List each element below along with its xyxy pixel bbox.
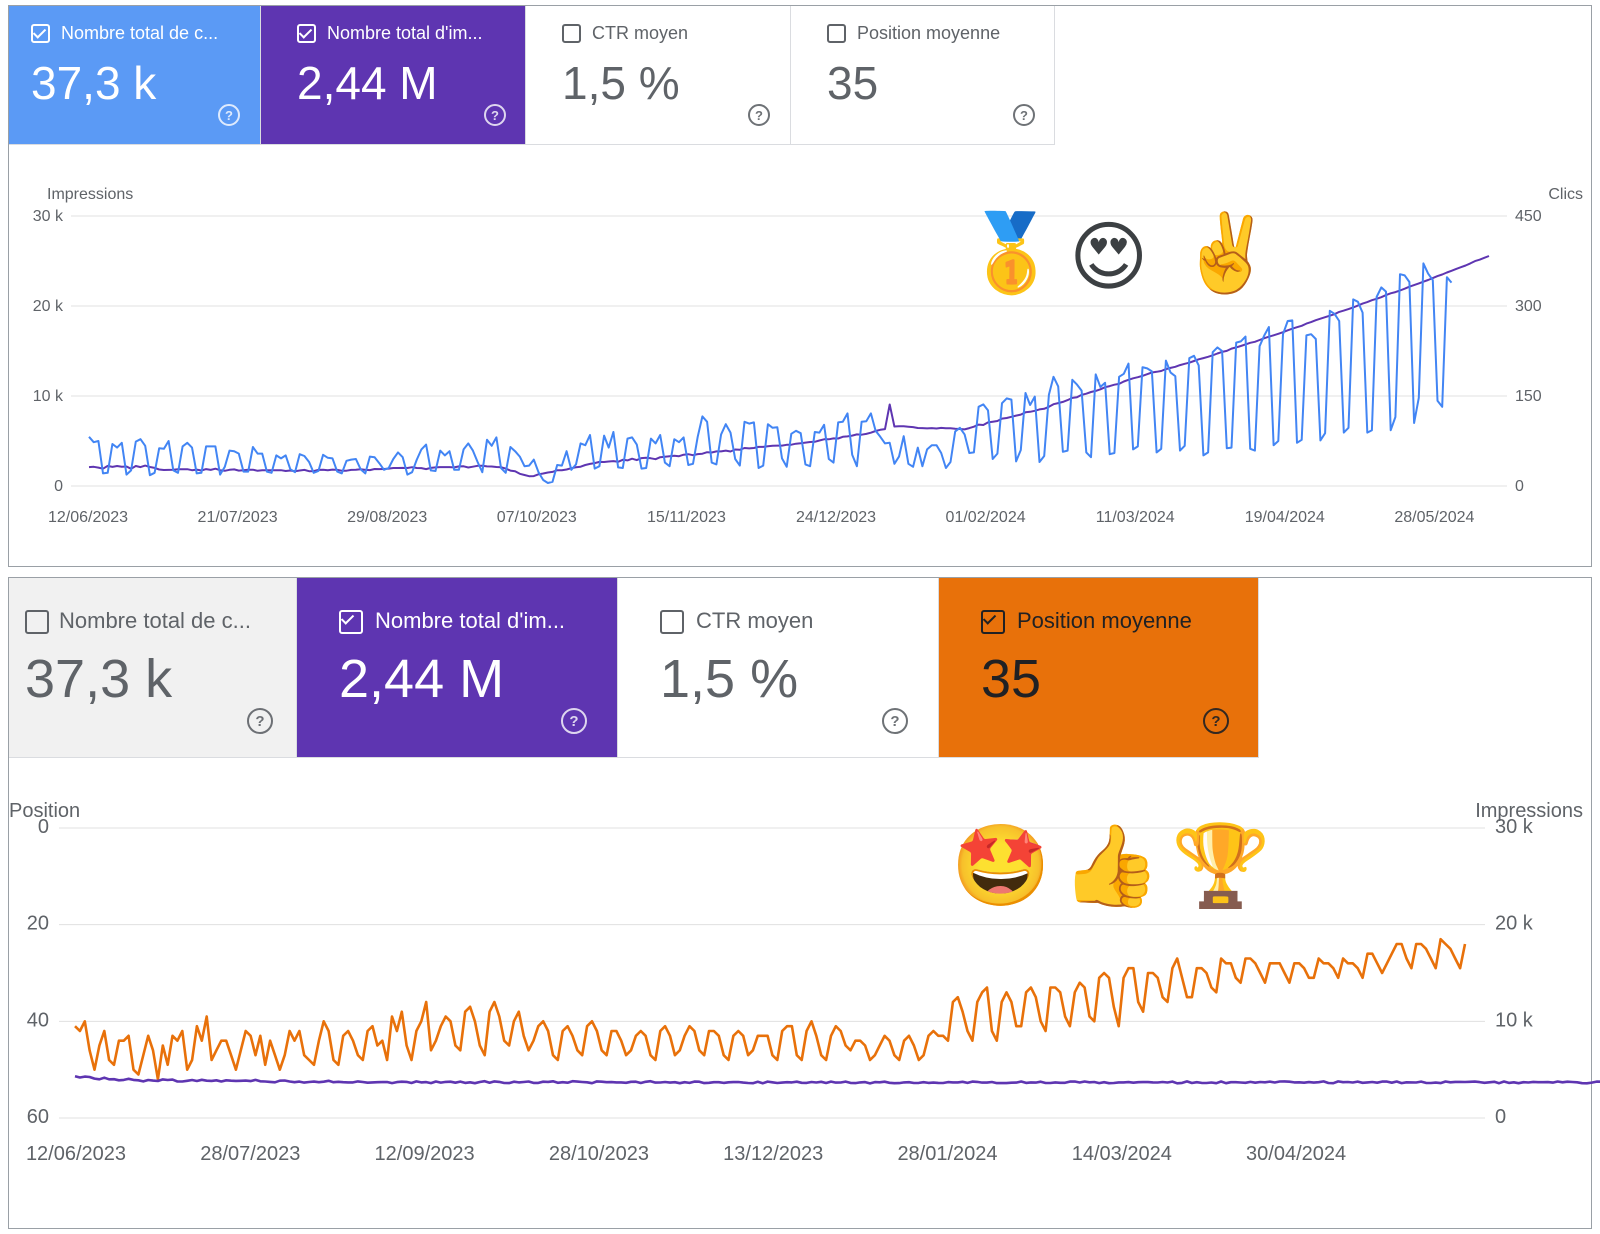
right-axis-title: Impressions <box>1475 800 1583 822</box>
bottom-metric-cards: Nombre total de c... 37,3 k ? Nombre tot… <box>9 578 1259 758</box>
x-tick-label: 15/11/2023 <box>647 509 726 526</box>
card-value: 2,44 M <box>297 57 438 109</box>
thumbs-up-emoji: 👍 <box>1061 821 1161 910</box>
trophy-emoji: 🏆 <box>1171 821 1271 910</box>
right-axis-title: Clics <box>1548 186 1583 203</box>
series-line-position-moyenne <box>74 937 1467 1081</box>
card-label: CTR moyen <box>592 23 689 43</box>
right-tick-label: 10 k <box>1495 1009 1534 1031</box>
checkbox-icon[interactable] <box>660 610 684 634</box>
card-label: Nombre total d'im... <box>327 23 483 43</box>
left-tick-label: 20 k <box>33 298 64 315</box>
card-average-position[interactable]: Position moyenne 35 ? <box>791 6 1055 145</box>
help-circle-icon[interactable]: ? <box>484 104 506 126</box>
x-tick-label: 13/12/2023 <box>723 1143 823 1165</box>
x-tick-label: 28/10/2023 <box>549 1143 649 1165</box>
checkbox-icon[interactable] <box>25 610 49 634</box>
x-tick-label: 07/10/2023 <box>497 509 577 526</box>
card-value: 1,5 % <box>660 649 799 709</box>
left-tick-label: 0 <box>38 816 49 838</box>
series-line-nombre-total-d-impressions <box>74 1074 1600 1085</box>
x-tick-label: 24/12/2023 <box>796 509 876 526</box>
checkbox-icon[interactable] <box>827 24 846 43</box>
left-tick-label: 60 <box>27 1106 49 1128</box>
x-tick-label: 11/03/2024 <box>1096 509 1175 526</box>
right-tick-label: 300 <box>1515 298 1542 315</box>
medal-emoji: 🥇 <box>964 211 1059 296</box>
help-circle-icon[interactable]: ? <box>247 708 273 734</box>
card-value: 37,3 k <box>31 57 157 109</box>
left-axis-title: Impressions <box>47 186 134 203</box>
x-tick-label: 29/08/2023 <box>347 509 427 526</box>
card-total-impressions[interactable]: Nombre total d'im... 2,44 M ? <box>297 578 618 758</box>
x-tick-label: 28/07/2023 <box>200 1143 300 1165</box>
checkbox-icon[interactable] <box>31 24 50 43</box>
left-tick-label: 40 <box>27 1009 49 1031</box>
x-tick-label: 14/03/2024 <box>1072 1143 1172 1165</box>
help-circle-icon[interactable]: ? <box>218 104 240 126</box>
checkbox-icon[interactable] <box>981 610 1005 634</box>
x-tick-label: 12/06/2023 <box>48 509 128 526</box>
bottom-panel: Nombre total de c... 37,3 k ? Nombre tot… <box>8 577 1600 1229</box>
card-average-ctr[interactable]: CTR moyen 1,5 % ? <box>618 578 939 758</box>
help-circle-icon[interactable]: ? <box>882 708 908 734</box>
card-value: 35 <box>981 649 1042 709</box>
card-label: Nombre total d'im... <box>375 608 566 633</box>
right-tick-label: 0 <box>1495 1106 1506 1128</box>
card-average-ctr[interactable]: CTR moyen 1,5 % ? <box>526 6 791 145</box>
star-struck-emoji: 🤩 <box>951 821 1051 910</box>
card-value: 35 <box>827 57 879 109</box>
card-value: 2,44 M <box>339 649 505 709</box>
x-tick-label: 30/04/2024 <box>1246 1143 1346 1165</box>
x-tick-label: 28/01/2024 <box>897 1143 997 1165</box>
x-tick-label: 21/07/2023 <box>198 509 278 526</box>
x-tick-label: 12/09/2023 <box>375 1143 475 1165</box>
heart-eyes-emoji: 😍 <box>1069 215 1149 300</box>
victory-hand-emoji: ✌️ <box>1179 211 1274 296</box>
card-label: Position moyenne <box>857 23 1001 43</box>
right-tick-label: 0 <box>1515 478 1524 495</box>
left-axis-title: Position <box>9 800 81 822</box>
left-tick-label: 30 k <box>33 208 64 225</box>
left-tick-label: 0 <box>54 478 63 495</box>
top-panel: Nombre total de c... 37,3 k ? Nombre tot… <box>8 5 1592 567</box>
card-label: Position moyenne <box>1017 608 1192 633</box>
x-tick-label: 28/05/2024 <box>1394 509 1474 526</box>
card-value: 37,3 k <box>25 649 173 709</box>
clicks-impressions-chart: 30 k 20 k 10 k 0 450 300 150 0 12/06/2023 21/07/2… <box>33 208 1542 526</box>
top-metric-cards: Nombre total de c... 37,3 k ? Nombre tot… <box>9 6 1055 145</box>
left-tick-label: 20 <box>27 913 49 935</box>
x-tick-label: 01/02/2024 <box>946 509 1026 526</box>
card-value: 1,5 % <box>562 57 680 109</box>
help-circle-icon[interactable]: ? <box>1013 104 1035 126</box>
card-average-position[interactable]: Position moyenne 35 ? <box>939 578 1259 758</box>
checkbox-icon[interactable] <box>297 24 316 43</box>
right-tick-label: 20 k <box>1495 913 1534 935</box>
card-total-clicks[interactable]: Nombre total de c... 37,3 k ? <box>9 6 261 145</box>
checkbox-icon[interactable] <box>339 610 363 634</box>
card-total-impressions[interactable]: Nombre total d'im... 2,44 M ? <box>261 6 526 145</box>
help-circle-icon[interactable]: ? <box>1203 708 1229 734</box>
x-tick-label: 12/06/2023 <box>26 1143 126 1165</box>
position-impressions-chart: 0 20 40 60 30 k 20 k 10 k 0 12/06/2023 28/07/2023… <box>26 816 1600 1165</box>
x-tick-label: 19/04/2024 <box>1245 509 1325 526</box>
checkbox-icon[interactable] <box>562 24 581 43</box>
series-line-nombre-total-de-clics <box>88 262 1453 484</box>
left-tick-label: 10 k <box>33 388 64 405</box>
right-tick-label: 150 <box>1515 388 1542 405</box>
right-tick-label: 450 <box>1515 208 1542 225</box>
help-circle-icon[interactable]: ? <box>748 104 770 126</box>
card-total-clicks[interactable]: Nombre total de c... 37,3 k ? <box>9 578 297 758</box>
card-label: Nombre total de c... <box>61 23 219 43</box>
right-tick-label: 30 k <box>1495 816 1534 838</box>
card-label: CTR moyen <box>696 608 814 633</box>
help-circle-icon[interactable]: ? <box>561 708 587 734</box>
card-label: Nombre total de c... <box>59 608 251 633</box>
